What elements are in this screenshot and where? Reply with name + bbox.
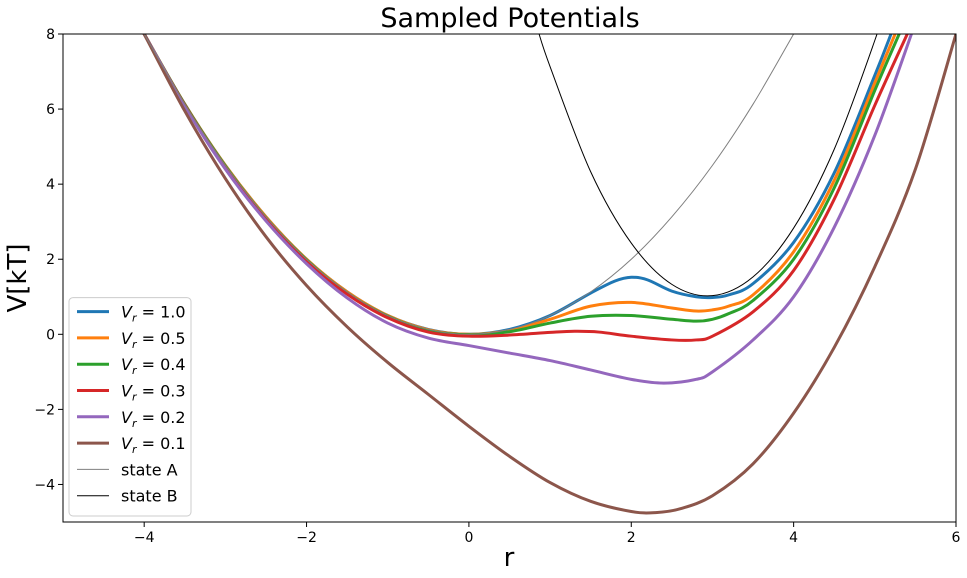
legend-label: state B	[121, 487, 178, 506]
series-line-4	[142, 34, 914, 385]
plot-frame	[62, 33, 957, 523]
y-axis-label: V[kT]	[3, 243, 33, 312]
x-axis-label: r	[504, 543, 515, 573]
y-tick-label: −2	[34, 402, 55, 418]
series-layer	[142, 34, 956, 515]
y-tick-label: 0	[46, 327, 55, 343]
x-axis: −4 −2 0 2 4 6	[134, 522, 961, 546]
legend-label: Vr = 0.5	[121, 329, 186, 351]
x-tick-label: −2	[296, 530, 317, 546]
y-tick-label: −4	[34, 477, 55, 493]
series-line-6	[143, 34, 795, 335]
legend-label: Vr = 0.4	[121, 355, 186, 377]
x-tick-label: −4	[134, 530, 155, 546]
legend: Vr = 1.0 Vr = 0.5 Vr = 0.4 Vr = 0.3 Vr = 0.2…	[68, 297, 192, 517]
x-tick-label: 6	[952, 530, 961, 546]
x-tick-label: 4	[789, 530, 798, 546]
legend-label: Vr = 1.0	[121, 303, 186, 325]
legend-label: state A	[121, 460, 178, 479]
y-tick-label: 2	[46, 252, 55, 268]
chart-title: Sampled Potentials	[380, 3, 639, 34]
y-tick-label: 8	[46, 27, 55, 43]
series-line-5	[142, 34, 956, 515]
legend-box	[68, 297, 192, 517]
legend-label: Vr = 0.3	[121, 382, 186, 404]
series-line-7	[538, 34, 878, 297]
x-tick-label: 2	[627, 530, 636, 546]
y-tick-label: 6	[46, 102, 55, 118]
y-tick-label: 4	[46, 177, 55, 193]
x-tick-label: 0	[464, 530, 473, 546]
legend-label: Vr = 0.2	[121, 408, 186, 430]
legend-label: Vr = 0.1	[121, 434, 186, 456]
y-axis: −4 −2 0 2 4 6 8	[34, 27, 63, 493]
